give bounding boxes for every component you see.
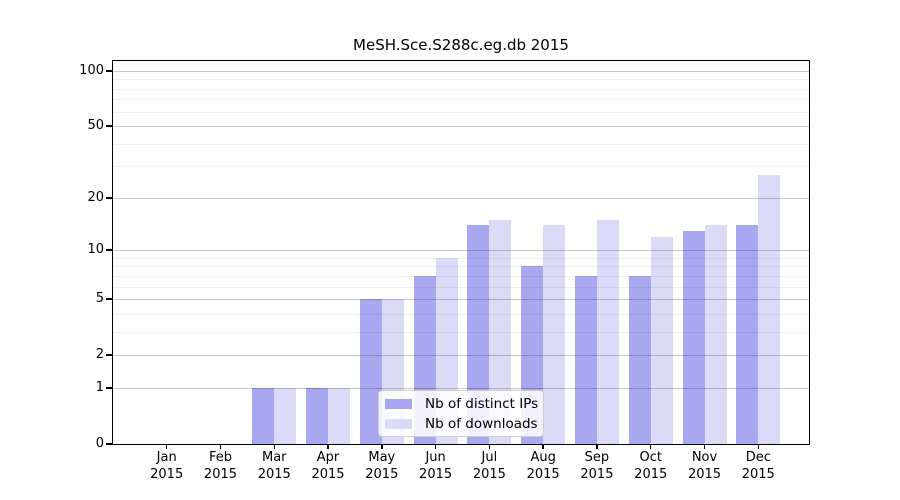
x-tick-mark (434, 444, 437, 449)
x-tick-mark (327, 444, 329, 449)
x-tick-year: 2015 (526, 467, 560, 482)
x-tick-label: Jan 2015 (132, 449, 202, 483)
bar-downloads-aug (543, 225, 566, 444)
x-tick-label: Nov 2015 (670, 449, 740, 483)
x-tick-month: Jan (156, 450, 177, 465)
chart-title: MeSH.Sce.S288c.eg.db 2015 (353, 36, 569, 54)
x-tick-month: Dec (745, 450, 771, 465)
bar-ips-may (359, 299, 382, 444)
y-tick-label: 5 (95, 291, 104, 307)
bar-ips-oct (628, 275, 651, 444)
bar-downloads-apr (328, 387, 351, 444)
bar-downloads-sep (596, 219, 619, 444)
bar-downloads-mar (274, 387, 297, 444)
y-tick-label: 100 (79, 62, 104, 78)
gridline-minor (113, 99, 809, 101)
x-tick-year: 2015 (419, 467, 453, 482)
x-tick-year: 2015 (257, 467, 291, 482)
x-tick-mark (219, 444, 222, 449)
y-tick-mark (106, 298, 112, 300)
y-tick-mark (106, 443, 112, 445)
gridline-minor (113, 143, 809, 145)
bar-downloads-jul (489, 219, 512, 444)
x-tick-label: Jun 2015 (401, 449, 471, 483)
x-tick-label: Oct 2015 (616, 449, 686, 483)
bar-ips-nov (682, 230, 705, 444)
x-tick-month: Mar (261, 450, 287, 465)
x-tick-label: May 2015 (347, 449, 417, 483)
x-tick-mark (488, 444, 491, 449)
gridline-major (113, 197, 809, 199)
x-tick-mark (381, 444, 383, 449)
legend-label-downloads: Nb of downloads (425, 415, 538, 432)
bar-ips-jul (467, 225, 490, 444)
y-tick-mark (106, 197, 112, 199)
gridline-minor (113, 88, 809, 90)
x-tick-mark (596, 444, 598, 449)
legend-swatch-downloads (385, 418, 412, 429)
y-tick-mark (106, 354, 112, 356)
gridline-minor (113, 79, 809, 81)
legend: Nb of distinct IPs Nb of downloads (378, 390, 544, 437)
y-tick-label: 0 (95, 436, 104, 451)
legend-row-distinct-ips: Nb of distinct IPs (385, 396, 543, 412)
x-tick-month: Aug (530, 450, 556, 465)
x-tick-year: 2015 (203, 467, 238, 482)
y-tick-label: 10 (87, 242, 104, 258)
bar-ips-sep (574, 275, 597, 444)
x-tick-mark (757, 444, 760, 449)
x-tick-year: 2015 (311, 467, 345, 482)
y-tick-mark (106, 249, 112, 251)
gridline-major (113, 70, 809, 72)
x-tick-month: May (368, 450, 396, 465)
x-tick-year: 2015 (741, 467, 775, 482)
x-tick-month: Jun (425, 450, 446, 465)
x-tick-mark (165, 444, 168, 449)
bar-downloads-nov (704, 225, 727, 444)
x-tick-month: Nov (691, 450, 718, 465)
x-tick-label: Sep 2015 (562, 449, 632, 483)
x-tick-mark (703, 444, 706, 449)
x-tick-year: 2015 (634, 467, 668, 482)
x-tick-mark (542, 444, 544, 449)
x-tick-year: 2015 (580, 467, 614, 482)
y-tick-mark (106, 70, 112, 72)
x-tick-label: Feb 2015 (185, 449, 255, 483)
x-tick-mark (273, 444, 275, 449)
bar-ips-apr (306, 387, 329, 444)
legend-label-distinct-ips: Nb of distinct IPs (425, 395, 539, 412)
x-tick-label: Mar 2015 (239, 449, 309, 483)
plot-area (113, 61, 809, 444)
gridline-minor (113, 166, 809, 168)
x-tick-month: Oct (639, 450, 662, 465)
bar-downloads-oct (650, 236, 673, 444)
x-tick-mark (649, 444, 652, 449)
bar-downloads-dec (758, 174, 781, 444)
x-tick-month: Apr (316, 450, 340, 465)
bar-ips-dec (736, 225, 759, 444)
x-tick-year: 2015 (365, 467, 399, 482)
legend-swatch-distinct-ips (385, 398, 412, 409)
bar-ips-mar (252, 387, 275, 444)
x-tick-label: Apr 2015 (293, 449, 363, 483)
y-tick-label: 20 (87, 189, 104, 205)
x-tick-month: Jul (481, 450, 498, 465)
x-tick-year: 2015 (150, 467, 184, 482)
y-tick-mark (106, 125, 112, 127)
x-tick-year: 2015 (472, 467, 506, 482)
x-tick-label: Dec 2015 (723, 449, 793, 483)
gridline-major (113, 126, 809, 128)
x-tick-label: Aug 2015 (508, 449, 578, 483)
x-tick-month: Feb (208, 450, 232, 465)
gridline-minor (113, 111, 809, 113)
x-tick-label: Jul 2015 (454, 449, 524, 483)
x-tick-year: 2015 (687, 467, 722, 482)
x-tick-month: Sep (584, 450, 610, 465)
y-tick-mark (106, 387, 112, 389)
y-tick-label: 1 (95, 379, 104, 395)
legend-row-downloads: Nb of downloads (385, 416, 543, 432)
y-tick-label: 50 (87, 118, 104, 134)
y-tick-label: 2 (95, 347, 104, 363)
